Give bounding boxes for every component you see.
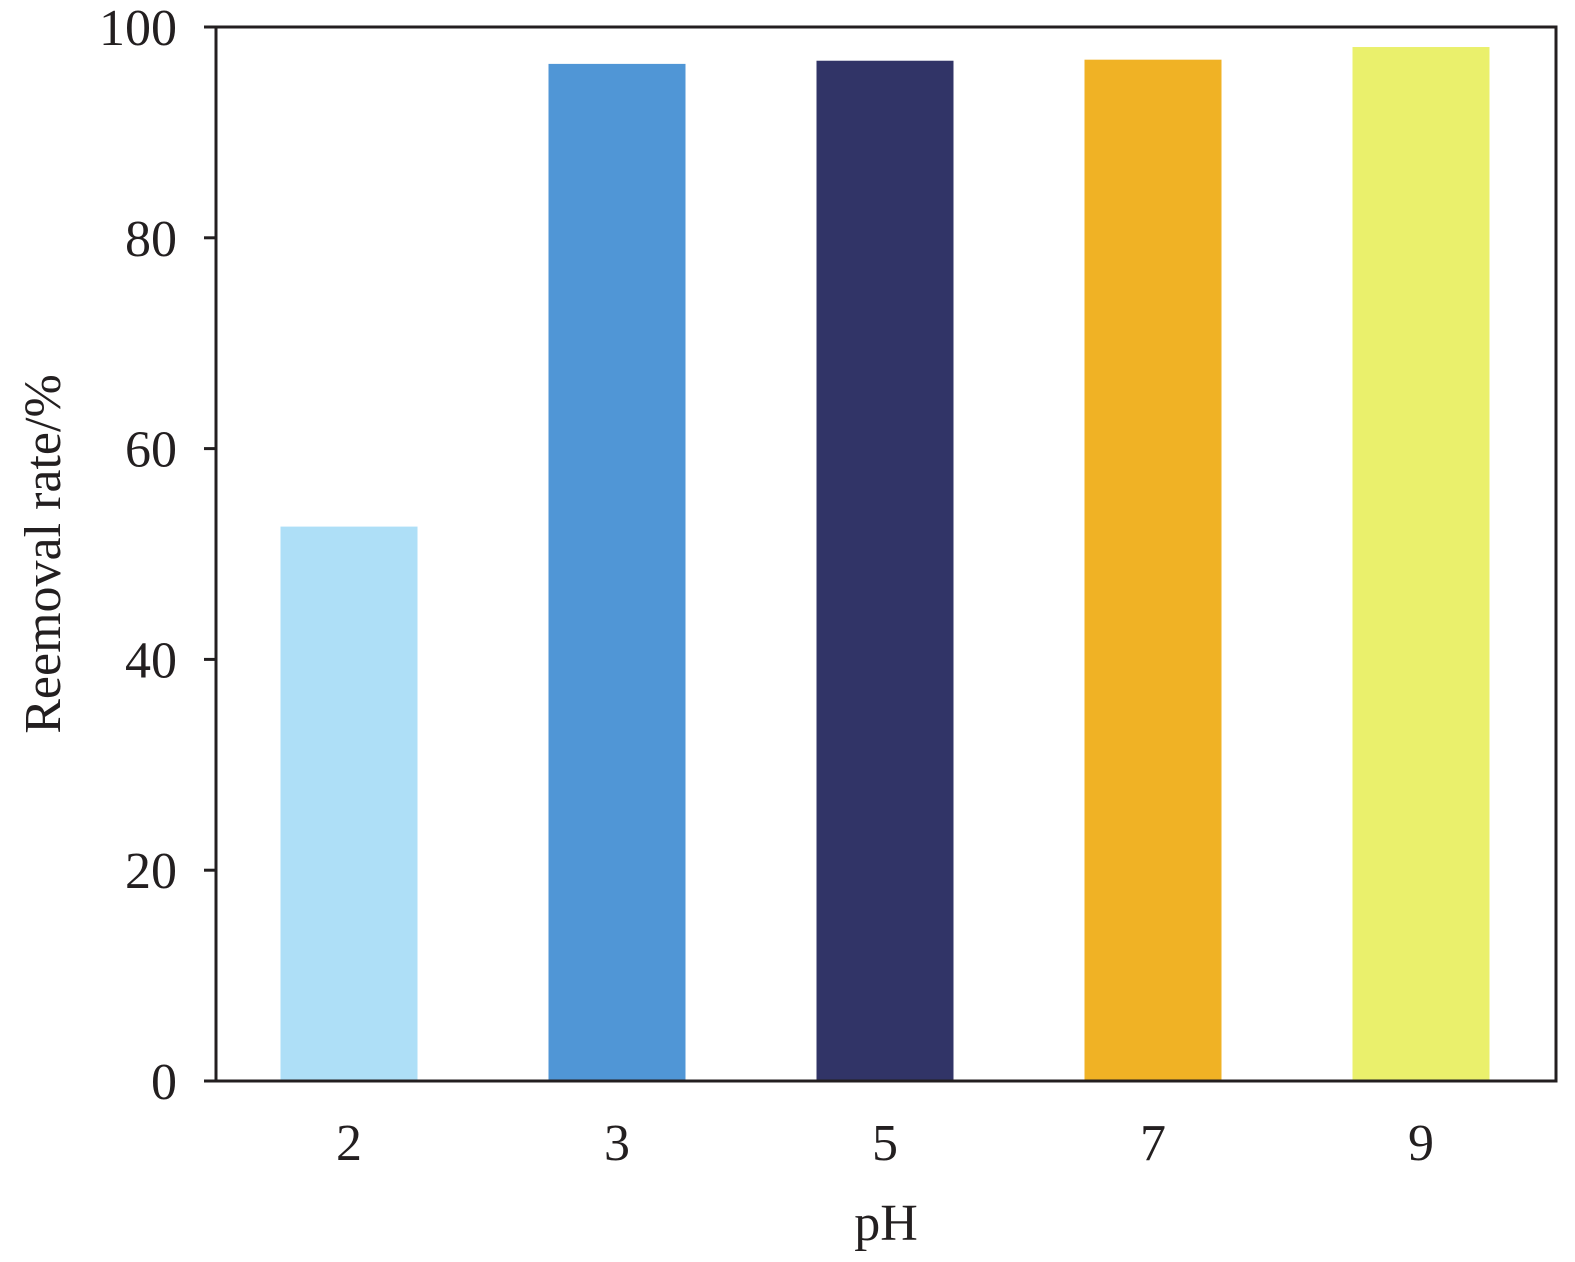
y-axis-title: Reemoval rate/% <box>15 374 72 734</box>
x-tick-label: 3 <box>604 1115 630 1172</box>
bar-ph-7 <box>1084 59 1222 1081</box>
x-tick-label: 2 <box>336 1115 362 1172</box>
y-tick-label: 100 <box>99 0 177 57</box>
bar-ph-5 <box>816 60 954 1081</box>
y-tick-label: 0 <box>151 1054 177 1111</box>
bar-ph-3 <box>548 63 686 1081</box>
y-tick-label: 20 <box>125 843 177 900</box>
bar-ph-9 <box>1352 47 1490 1081</box>
x-tick-label: 9 <box>1408 1115 1434 1172</box>
y-tick-label: 80 <box>125 211 177 268</box>
y-tick-label: 60 <box>125 422 177 479</box>
x-tick-label: 7 <box>1140 1115 1166 1172</box>
bar-ph-2 <box>280 526 418 1081</box>
x-axis-ticks: 2 3 5 7 9 <box>336 1115 1434 1172</box>
y-axis-ticks: 0 20 40 60 80 100 <box>99 0 216 1111</box>
x-tick-label: 5 <box>872 1115 898 1172</box>
y-tick-label: 40 <box>125 632 177 689</box>
x-axis-title: pH <box>854 1195 918 1252</box>
bars-group <box>216 47 1556 1083</box>
